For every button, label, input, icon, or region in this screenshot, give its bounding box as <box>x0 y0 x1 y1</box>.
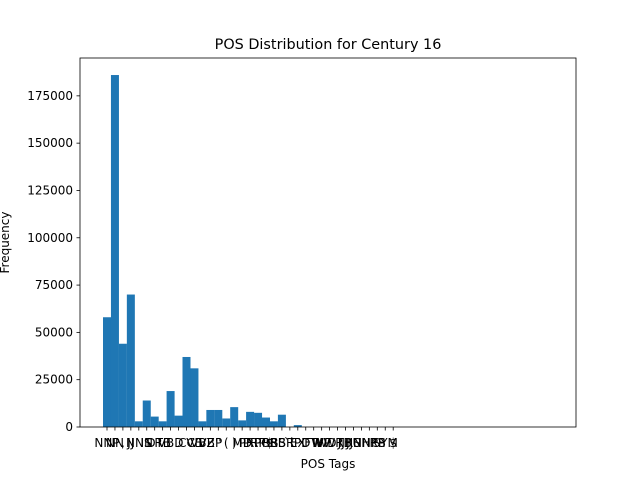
y-tick-label: 100000 <box>27 231 73 245</box>
x-tick-label: WP <box>312 436 331 450</box>
x-tick-label: JJR <box>337 436 353 450</box>
bar-0 <box>103 317 111 427</box>
bar-3 <box>126 294 135 427</box>
x-tick-label: MD <box>232 436 252 450</box>
x-tick-label: JJS <box>345 436 361 450</box>
bar-12 <box>198 421 207 427</box>
x-tick-label: VBD <box>158 436 184 450</box>
x-tick-label: `` <box>284 436 296 450</box>
x-tick-label: PRP$ <box>243 436 273 450</box>
x-tick-label: CC <box>178 436 195 450</box>
y-tick-label: 50000 <box>35 325 73 339</box>
bar-15 <box>222 418 231 427</box>
x-tick-label: ( <box>224 436 229 450</box>
x-tick-label: NNP <box>94 436 119 450</box>
chart-title: POS Distribution for Century 16 <box>215 37 442 53</box>
y-tick-label: 75000 <box>35 278 73 292</box>
y-tick-label: 125000 <box>27 183 73 197</box>
x-tick-label: , <box>121 436 125 450</box>
bar-5 <box>142 400 151 427</box>
x-tick-label: VBP <box>199 436 223 450</box>
y-axis: 0 25000 50000 75000 100000 125000 150000 175000 <box>27 89 80 434</box>
x-tick-label: . <box>177 436 181 450</box>
x-tick-label: WDT <box>315 436 344 450</box>
x-tick-label: NN <box>106 436 124 450</box>
x-tick-label: '' <box>215 436 222 450</box>
x-tick-label: POS <box>254 436 278 450</box>
x-tick-label: SYM <box>373 436 398 450</box>
x-tick-label: JJ <box>126 436 134 450</box>
x-tick-label: WRB <box>323 436 351 450</box>
x-tick-label: RBS <box>262 436 286 450</box>
bar-7 <box>158 421 167 427</box>
x-tick-label: RBR <box>269 436 294 450</box>
plot-frame <box>79 57 577 428</box>
x-tick-label: RP <box>370 436 386 450</box>
y-tick-label: 175000 <box>27 89 73 103</box>
bar-6 <box>150 416 159 427</box>
x-tick-label: EX <box>290 436 306 450</box>
bar-14 <box>214 409 223 427</box>
x-tick-label: DT <box>146 436 163 450</box>
bar-22 <box>277 414 286 427</box>
x-tick-label: VBZ <box>190 436 215 450</box>
y-axis-label: Frequency <box>0 212 12 274</box>
x-tick-label: VB <box>186 436 202 450</box>
y-tick-label: 0 <box>65 420 73 434</box>
bar-18 <box>246 411 255 427</box>
bar-9 <box>174 415 183 427</box>
x-tick-label: NNPS <box>353 436 386 450</box>
x-tick-label: UH <box>352 436 370 450</box>
bar-11 <box>190 368 199 427</box>
bar-16 <box>230 407 239 427</box>
bar-17 <box>238 420 247 427</box>
bar-group <box>103 75 302 427</box>
x-tick-label: PRP <box>239 436 262 450</box>
x-tick-label: $ <box>389 436 397 450</box>
bar-4 <box>134 421 143 427</box>
x-tick-label: PDT <box>294 436 318 450</box>
x-axis-label: POS Tags <box>301 457 356 471</box>
x-tick-label: RB <box>154 436 171 450</box>
x-tick-label: FW <box>304 436 323 450</box>
bar-1 <box>110 75 119 427</box>
x-tick-label: IN <box>140 436 153 450</box>
bar-13 <box>206 409 215 427</box>
bar-10 <box>182 356 191 427</box>
y-tick-label: 150000 <box>27 136 73 150</box>
bar-20 <box>262 417 270 427</box>
bar-24 <box>293 425 302 427</box>
bar-21 <box>269 421 278 427</box>
bar-8 <box>166 391 175 427</box>
x-tick-label: NNS <box>126 436 152 450</box>
x-tick-label: ) <box>232 436 237 450</box>
bar-19 <box>254 412 263 427</box>
y-tick-label: 25000 <box>35 373 73 387</box>
bar-2 <box>118 343 127 427</box>
